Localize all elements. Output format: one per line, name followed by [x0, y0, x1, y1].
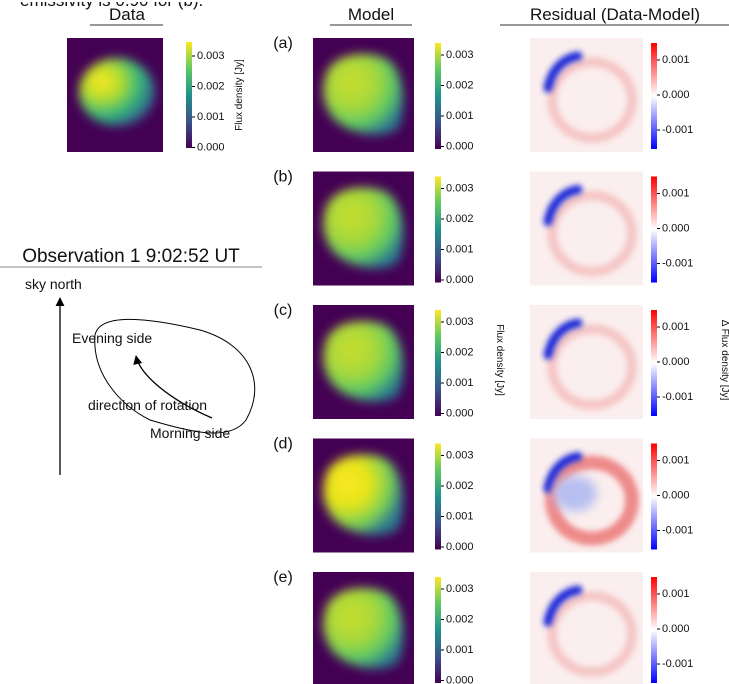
model-image	[313, 305, 414, 419]
colorbar-tick-label: -0.001	[662, 524, 693, 536]
colorbar-tick-label: 0.001	[662, 321, 690, 333]
north-label: sky north	[25, 276, 82, 292]
colorbar-tick-label: -0.001	[662, 391, 693, 403]
crop-edge	[0, 0, 729, 2]
colorbar-tick-label: 0.000	[197, 141, 225, 153]
colorbar-tick-label: 0.000	[446, 140, 474, 152]
colorbar-tick-label: 0.001	[662, 454, 690, 466]
colorbar-tick-label: 0.000	[662, 356, 690, 368]
colorbar-tick-label: 0.000	[662, 89, 690, 101]
colorbar-tick-label: -0.001	[662, 124, 693, 136]
colorbar	[651, 444, 657, 550]
colorbar-tick-label: 0.003	[446, 182, 474, 194]
colorbar	[186, 42, 192, 148]
morning-label: Morning side	[150, 425, 230, 441]
colorbar-tick-label: 0.000	[446, 674, 474, 684]
colorbar	[435, 577, 441, 683]
colorbar	[435, 310, 441, 416]
colorbar	[651, 177, 657, 283]
residual-image	[530, 305, 643, 419]
evening-label: Evening side	[72, 330, 152, 346]
column-header: Model	[348, 5, 394, 24]
colorbar	[651, 310, 657, 416]
column-header: Residual (Data-Model)	[530, 5, 700, 24]
colorbar-tick-label: -0.001	[662, 658, 693, 670]
colorbar-tick-label: 0.001	[662, 54, 690, 66]
model-image	[313, 572, 414, 684]
colorbar-tick-label: 0.001	[446, 243, 474, 255]
residual-image	[530, 572, 643, 684]
row-label: (d)	[273, 436, 293, 453]
residual-image	[530, 439, 643, 553]
colorbar	[435, 444, 441, 550]
colorbar-tick-label: 0.000	[662, 489, 690, 501]
row-label: (b)	[273, 169, 293, 186]
colorbar	[651, 577, 657, 683]
residual-image	[530, 38, 643, 152]
colorbar-tick-label: 0.000	[446, 407, 474, 419]
row-label: (c)	[274, 302, 293, 319]
colorbar-tick-label: 0.002	[446, 213, 474, 225]
colorbar-tick-label: 0.003	[446, 316, 474, 328]
colorbar-tick-label: 0.002	[197, 80, 225, 92]
colorbar-tick-label: 0.003	[446, 49, 474, 61]
colorbar-tick-label: 0.002	[446, 480, 474, 492]
colorbar-tick-label: 0.001	[662, 588, 690, 600]
colorbar-tick-label: -0.001	[662, 257, 693, 269]
diagram-title: Observation 1 9:02:52 UT	[22, 246, 240, 267]
data-image	[67, 38, 163, 152]
colorbar-tick-label: 0.000	[446, 274, 474, 286]
colorbar-tick-label: 0.001	[446, 377, 474, 389]
row-label: (a)	[273, 35, 293, 52]
colorbar-tick-label: 0.001	[446, 644, 474, 656]
colorbar-tick-label: 0.003	[446, 449, 474, 461]
colorbar	[651, 43, 657, 149]
model-image	[313, 172, 414, 286]
colorbar-tick-label: 0.001	[662, 187, 690, 199]
colorbar-tick-label: 0.001	[446, 110, 474, 122]
rotation-label: direction of rotation	[88, 397, 207, 413]
side-label: Δ Flux density [Jy]	[719, 320, 729, 401]
colorbar-tick-label: 0.002	[446, 346, 474, 358]
side-label: Flux density [Jy]	[494, 324, 505, 396]
residual-neg-wide	[553, 476, 597, 512]
residual-image	[530, 172, 643, 286]
colorbar-tick-label: 0.000	[662, 222, 690, 234]
colorbar-tick-label: 0.003	[446, 583, 474, 595]
colorbar	[435, 177, 441, 283]
colorbar-tick-label: 0.001	[446, 510, 474, 522]
colorbar-label: Flux density [Jy]	[234, 59, 245, 131]
colorbar-tick-label: 0.000	[662, 623, 690, 635]
figure: emissivity is 0.90 for (b). Data Model R…	[0, 0, 729, 684]
column-header: Data	[109, 5, 145, 24]
colorbar-tick-label: 0.001	[197, 111, 225, 123]
colorbar-tick-label: 0.000	[446, 541, 474, 553]
colorbar	[435, 43, 441, 149]
colorbar-tick-label: 0.002	[446, 79, 474, 91]
model-image	[313, 38, 414, 152]
row-label: (e)	[273, 569, 293, 586]
colorbar-tick-label: 0.002	[446, 613, 474, 625]
colorbar-tick-label: 0.003	[197, 50, 225, 62]
model-image	[313, 439, 414, 553]
